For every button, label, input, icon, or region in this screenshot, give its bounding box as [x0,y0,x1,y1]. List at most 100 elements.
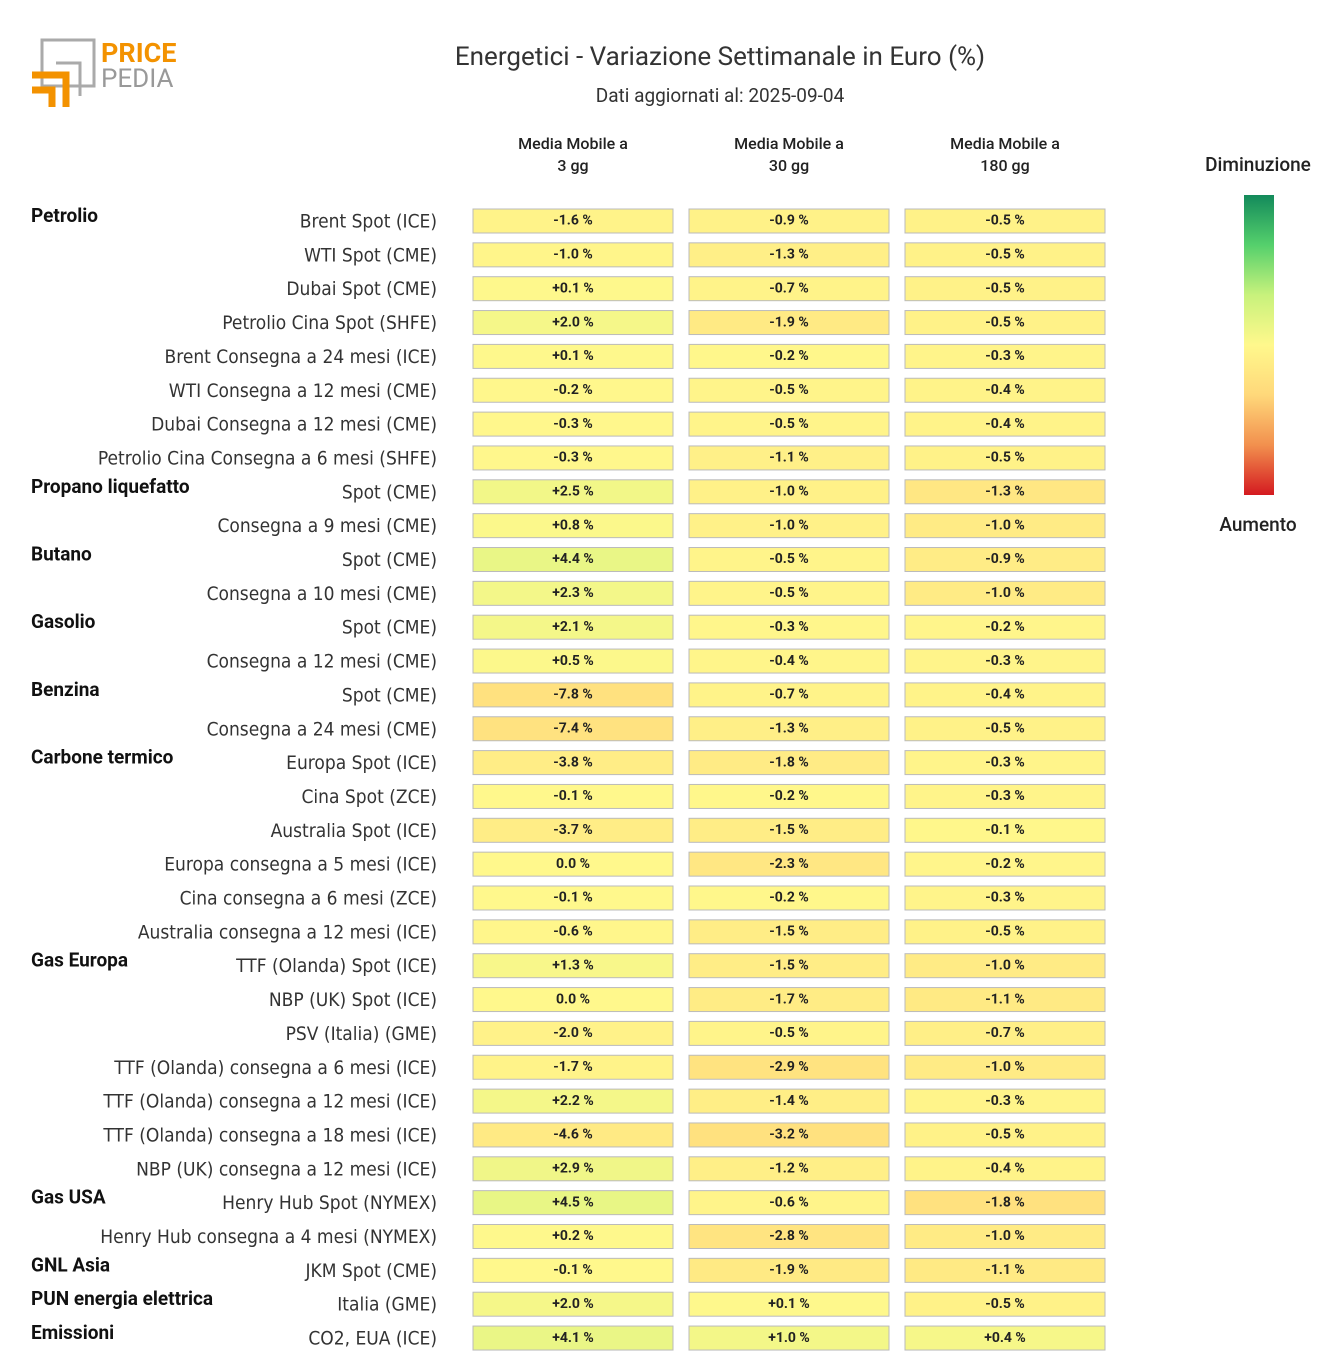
row-label: Consegna a 9 mesi (CME) [217,515,437,537]
group-label: Gas Europa [31,949,128,972]
heat-cell [688,1156,890,1182]
cell: -0.9 % [904,547,1106,572]
cell: -0.5 % [688,547,890,572]
group-label: Emissioni [31,1321,114,1344]
cell: +0.5 % [472,648,674,674]
cell: -2.8 % [688,1224,890,1249]
heat-cell [904,513,1106,539]
cell: +1.3 % [472,953,674,979]
heat-cell [904,208,1106,234]
cell-label: -0.3 % [985,788,1024,804]
cell: +2.2 % [472,1088,674,1114]
cell: -1.7 % [472,1054,674,1080]
cell-label: -0.5 % [769,585,808,601]
cell: -0.5 % [904,716,1106,742]
cell-label: +2.9 % [552,1161,594,1177]
heat-cell [472,513,674,539]
cell-label: +4.4 % [552,551,594,567]
heat-cell [688,919,890,945]
cell-label: -2.3 % [769,856,808,872]
cell: -4.6 % [472,1122,674,1148]
cell-label: -0.1 % [553,788,592,804]
cell-label: +0.1 % [552,348,594,364]
heat-cell [472,682,674,708]
cell-label: -0.2 % [985,619,1024,635]
cell-label: -7.8 % [553,687,592,703]
cell-label: -0.3 % [985,1093,1024,1109]
cell-label: -1.1 % [985,991,1024,1007]
cell: -0.1 % [472,1257,674,1283]
chart-subtitle: Dati aggiornati al: 2025-09-04 [596,84,845,107]
logo-mark [56,61,82,96]
cell-label: -1.5 % [769,822,808,838]
cell: -0.6 % [472,919,674,945]
cell-label: -0.5 % [769,416,808,432]
cell-label: +4.5 % [552,1194,594,1210]
cell-label: -0.2 % [769,348,808,364]
cell-label: -0.4 % [985,687,1024,703]
cell-label: -4.6 % [553,1127,592,1143]
cell: -0.4 % [904,1156,1106,1182]
cell-label: -7.4 % [553,720,592,736]
cell: -1.6 % [472,208,674,234]
cell: -1.7 % [688,987,890,1013]
row-label: JKM Spot (CME) [304,1260,437,1282]
cell-label: +2.2 % [552,1093,594,1109]
cell-label: -0.9 % [985,551,1024,567]
heat-cell [688,1224,890,1249]
heat-cell [472,580,674,606]
heat-cell [688,343,890,369]
cell: -1.0 % [904,953,1106,979]
group-label: PUN energia elettrica [31,1287,213,1310]
cell: -0.5 % [688,377,890,403]
cell-label: -0.5 % [985,1127,1024,1143]
chart-title: Energetici - Variazione Settimanale in E… [455,42,985,72]
heat-cell [472,242,674,268]
cell: -1.0 % [688,513,890,539]
cell: +2.5 % [472,479,674,505]
cell-label: -0.3 % [769,619,808,635]
row-label: Dubai Consegna a 12 mesi (CME) [151,414,437,436]
cell: -1.0 % [904,1224,1106,1249]
heat-cell [904,716,1106,742]
cell: -0.3 % [472,411,674,437]
cell: -0.2 % [688,885,890,911]
cell: +0.1 % [472,276,674,302]
heat-cell [472,1088,674,1114]
heat-cell [688,208,890,234]
heat-cell [904,1190,1106,1216]
cell: -1.1 % [904,987,1106,1013]
heat-cell [904,987,1106,1013]
row-label: TTF (Olanda) consegna a 6 mesi (ICE) [113,1057,437,1079]
cell-label: -0.3 % [985,754,1024,770]
group-label: GNL Asia [31,1253,110,1276]
heat-cell [688,1291,890,1317]
cell: -1.0 % [904,580,1106,606]
cell: -2.9 % [688,1054,890,1080]
heat-cell [904,817,1106,843]
row-label: Consegna a 10 mesi (CME) [207,583,437,605]
heat-cell [472,953,674,979]
row-label: Spot (CME) [342,684,437,706]
cell-label: -1.0 % [769,517,808,533]
row-label: Petrolio Cina Consegna a 6 mesi (SHFE) [98,447,437,469]
cell: -3.7 % [472,817,674,843]
row-label: Europa Spot (ICE) [286,752,437,774]
row-label: Consegna a 24 mesi (CME) [207,718,437,740]
cell: -0.7 % [904,1020,1106,1046]
cell-label: -0.5 % [769,551,808,567]
row-label: WTI Spot (CME) [304,244,437,266]
cell-label: -3.2 % [769,1127,808,1143]
cell-label: +2.3 % [552,585,594,601]
cell: -0.7 % [688,682,890,708]
heat-cell [904,547,1106,572]
cell-label: -0.5 % [985,314,1024,330]
cell-label: +0.5 % [552,653,594,669]
heat-cell [472,716,674,742]
column-header: 180 gg [980,156,1029,175]
colorbar-label: Aumento [1219,513,1296,536]
heat-cell [472,783,674,809]
heat-cell [688,783,890,809]
cell: -0.9 % [688,208,890,234]
